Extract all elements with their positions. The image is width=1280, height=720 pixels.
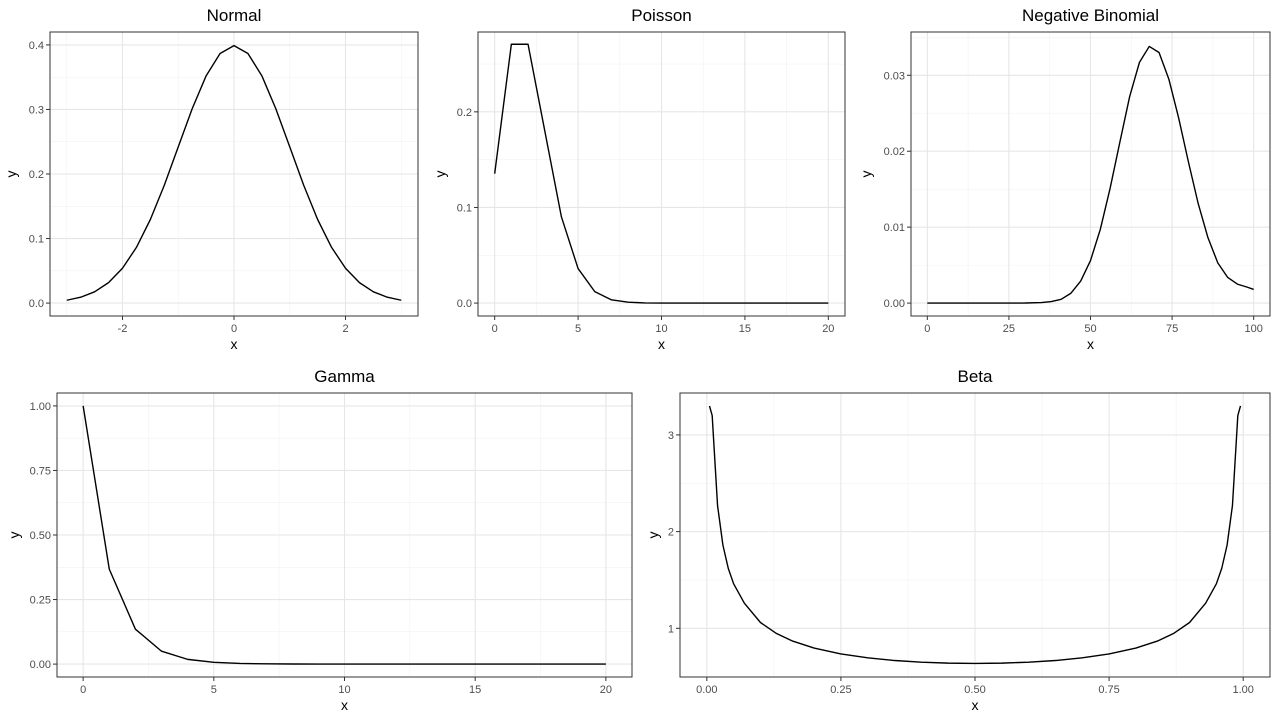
poisson-x-tick-label: 10	[655, 323, 667, 335]
poisson-x-tick-label: 0	[492, 323, 498, 335]
beta-y-tick-label: 2	[668, 527, 674, 539]
normal-y-tick-label: 0.4	[29, 40, 44, 52]
gamma-x-tick-label: 5	[211, 684, 217, 696]
gamma-x-axis-label: x	[341, 697, 348, 713]
poisson-y-tick-label: 0.2	[457, 107, 472, 119]
normal-x-axis-label: x	[231, 336, 238, 352]
beta-x-tick-label: 1.00	[1232, 684, 1253, 696]
poisson-y-axis-label: y	[432, 171, 448, 178]
normal-x-tick-label: -2	[118, 323, 128, 335]
gamma-panel: 0 5 10 15 20 0.00 0.25 0.50 0.75 1.00 Gamma x y	[6, 367, 633, 713]
normal-y-tick-label: 0.1	[29, 234, 44, 246]
negative-binomial-x-tick-label: 0	[924, 323, 930, 335]
normal-y-tick-label: 0.2	[29, 169, 44, 181]
poisson-x-tick-label: 15	[739, 323, 751, 335]
poisson-x-axis-label: x	[658, 336, 665, 352]
negative-binomial-x-tick-label: 100	[1245, 323, 1263, 335]
beta-title: Beta	[958, 367, 994, 386]
gamma-x-tick-label: 0	[80, 684, 86, 696]
beta-y-tick-label: 1	[668, 623, 674, 635]
negative-binomial-y-axis-label: y	[858, 171, 874, 178]
normal-x-tick-label: 2	[342, 323, 348, 335]
negative-binomial-x-tick-label: 75	[1166, 323, 1178, 335]
normal-y-tick-label: 0.0	[29, 298, 44, 310]
poisson-x-tick-label: 20	[822, 323, 834, 335]
beta-x-tick-label: 0.25	[830, 684, 851, 696]
beta-x-tick-label: 0.75	[1098, 684, 1119, 696]
negative-binomial-y-tick-label: 0.03	[884, 70, 905, 82]
poisson-line	[493, 43, 829, 304]
negative-binomial-y-tick-label: 0.00	[884, 298, 905, 310]
gamma-title: Gamma	[314, 367, 375, 386]
normal-y-tick-label: 0.3	[29, 104, 44, 116]
negative-binomial-panel: 0 25 50 75 100 0.00 0.01 0.02 0.03 Negative Binom…	[858, 6, 1271, 352]
gamma-y-tick-label: 0.00	[30, 659, 51, 671]
beta-panel: 0.00 0.25 0.50 0.75 1.00 1 2 3 Beta x y	[645, 367, 1271, 713]
negative-binomial-title: Negative Binomial	[1022, 6, 1159, 25]
beta-x-tick-label: 0.00	[696, 684, 717, 696]
negative-binomial-y-tick-label: 0.02	[884, 146, 905, 158]
poisson-panel: 0 5 10 15 20 0.0 0.1 0.2 Poisson x y	[432, 6, 846, 352]
normal-title: Normal	[207, 6, 262, 25]
gamma-y-tick-label: 1.00	[30, 401, 51, 413]
beta-x-tick-label: 0.50	[964, 684, 985, 696]
normal-y-axis-label: y	[3, 171, 19, 178]
poisson-x-tick-label: 5	[575, 323, 581, 335]
negative-binomial-x-tick-label: 25	[1003, 323, 1015, 335]
negative-binomial-y-tick-label: 0.01	[884, 222, 905, 234]
beta-x-axis-label: x	[972, 697, 979, 713]
gamma-x-tick-label: 15	[469, 684, 481, 696]
gamma-x-tick-label: 10	[338, 684, 350, 696]
poisson-y-tick-label: 0.0	[457, 298, 472, 310]
gamma-line	[82, 405, 606, 665]
gamma-x-tick-label: 20	[600, 684, 612, 696]
gamma-y-axis-label: y	[6, 532, 22, 539]
negative-binomial-x-tick-label: 50	[1084, 323, 1096, 335]
normal-x-tick-label: 0	[231, 323, 237, 335]
gamma-y-tick-label: 0.50	[30, 530, 51, 542]
normal-line	[66, 44, 402, 301]
poisson-y-tick-label: 0.1	[457, 202, 472, 214]
beta-line	[708, 405, 1242, 665]
beta-y-tick-label: 3	[668, 430, 674, 442]
gamma-y-tick-label: 0.75	[30, 465, 51, 477]
beta-y-axis-label: y	[645, 532, 661, 539]
gamma-y-tick-label: 0.25	[30, 595, 51, 607]
normal-panel: -2 0 2 0.0 0.1 0.2 0.3 0.4 Normal x y	[3, 6, 419, 352]
negative-binomial-x-axis-label: x	[1087, 336, 1094, 352]
negative-binomial-line	[927, 45, 1254, 304]
poisson-title: Poisson	[631, 6, 691, 25]
